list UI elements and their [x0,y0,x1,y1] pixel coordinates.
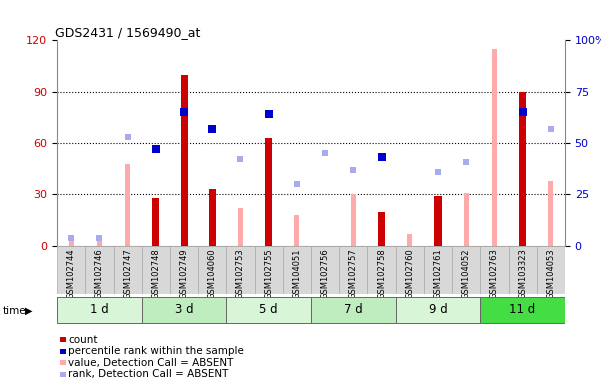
Bar [125,164,130,246]
FancyBboxPatch shape [142,297,227,323]
Text: GSM102753: GSM102753 [236,248,245,299]
FancyBboxPatch shape [227,297,311,323]
Text: GSM102757: GSM102757 [349,248,358,299]
Bar [69,241,74,246]
Bar [238,208,243,246]
Text: 1 d: 1 d [90,303,109,316]
FancyBboxPatch shape [311,297,395,323]
FancyBboxPatch shape [198,246,227,294]
Text: percentile rank within the sample: percentile rank within the sample [68,346,244,356]
FancyBboxPatch shape [255,246,283,294]
Text: GSM102748: GSM102748 [151,248,160,299]
FancyBboxPatch shape [480,246,508,294]
Text: GSM102761: GSM102761 [433,248,442,299]
Text: GSM104052: GSM104052 [462,248,471,299]
Text: rank, Detection Call = ABSENT: rank, Detection Call = ABSENT [68,369,228,379]
FancyBboxPatch shape [395,297,480,323]
Text: GSM104053: GSM104053 [546,248,555,299]
Text: GSM104060: GSM104060 [208,248,217,299]
Text: ▶: ▶ [25,306,32,316]
Bar [294,215,299,246]
Text: 7 d: 7 d [344,303,363,316]
Text: count: count [68,335,97,345]
Text: GSM102744: GSM102744 [67,248,76,299]
Text: GSM102747: GSM102747 [123,248,132,299]
Text: 11 d: 11 d [510,303,535,316]
Bar [152,198,159,246]
Text: GSM102755: GSM102755 [264,248,273,299]
FancyBboxPatch shape [57,297,142,323]
FancyBboxPatch shape [227,246,255,294]
Bar [492,49,497,246]
Bar [519,92,526,246]
FancyBboxPatch shape [85,246,114,294]
FancyBboxPatch shape [283,246,311,294]
Text: GSM104051: GSM104051 [293,248,302,299]
Bar [209,189,216,246]
Bar [180,74,188,246]
FancyBboxPatch shape [395,246,424,294]
FancyBboxPatch shape [114,246,142,294]
Text: value, Detection Call = ABSENT: value, Detection Call = ABSENT [68,358,233,368]
Text: GSM102749: GSM102749 [180,248,189,299]
Bar [265,138,272,246]
Bar [407,234,412,246]
Bar [463,193,469,246]
FancyBboxPatch shape [142,246,170,294]
Bar [378,212,385,246]
Text: time: time [3,306,26,316]
Text: 5 d: 5 d [260,303,278,316]
FancyBboxPatch shape [508,246,537,294]
Bar [351,194,356,246]
Bar [435,196,442,246]
FancyBboxPatch shape [452,246,480,294]
Text: GSM102746: GSM102746 [95,248,104,299]
Bar [97,241,102,246]
FancyBboxPatch shape [424,246,452,294]
Text: GSM102756: GSM102756 [320,248,329,299]
FancyBboxPatch shape [537,246,565,294]
FancyBboxPatch shape [339,246,367,294]
Text: GDS2431 / 1569490_at: GDS2431 / 1569490_at [55,26,200,39]
Text: 9 d: 9 d [429,303,447,316]
Text: GSM102760: GSM102760 [405,248,414,299]
FancyBboxPatch shape [480,297,565,323]
Bar [548,181,554,246]
Text: GSM103323: GSM103323 [518,248,527,299]
FancyBboxPatch shape [170,246,198,294]
FancyBboxPatch shape [311,246,339,294]
Text: 3 d: 3 d [175,303,194,316]
FancyBboxPatch shape [367,246,395,294]
Text: GSM102763: GSM102763 [490,248,499,299]
Text: GSM102758: GSM102758 [377,248,386,299]
FancyBboxPatch shape [57,246,85,294]
